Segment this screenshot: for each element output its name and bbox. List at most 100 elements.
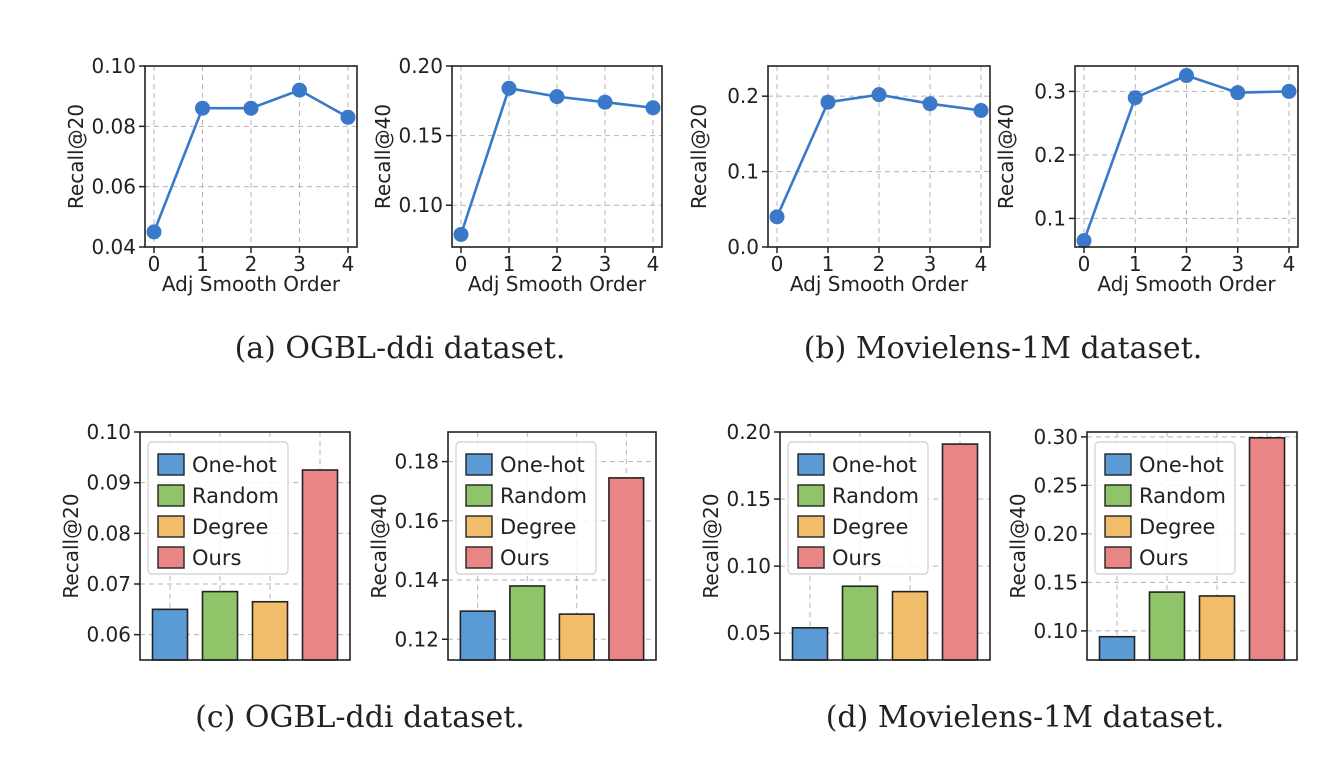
data-point: [146, 224, 162, 240]
y-tick-label: 0.07: [86, 572, 131, 596]
data-point: [645, 100, 661, 116]
x-tick-label: 0: [455, 252, 468, 276]
y-tick-label: 0.20: [398, 54, 443, 78]
plot-frame: [447, 431, 657, 661]
y-axis-label: Recall@20: [64, 104, 88, 209]
y-tick-label: 0.14: [394, 568, 439, 592]
bar-ours: [1248, 437, 1286, 661]
x-tick-label: 2: [245, 252, 258, 276]
bar-one-hot: [791, 627, 829, 661]
legend-label: Random: [192, 484, 279, 508]
x-tick-label: 4: [647, 252, 660, 276]
data-point: [340, 109, 356, 125]
y-tick-label: 0.04: [91, 235, 136, 259]
legend-swatch: [157, 515, 185, 538]
y-tick-label: 0.10: [1033, 619, 1078, 643]
x-axis-label: Adj Smooth Order: [1097, 272, 1276, 296]
data-point: [1230, 85, 1246, 101]
y-axis-label: Recall@40: [367, 493, 391, 598]
legend-label: Ours: [192, 546, 241, 570]
legend-swatch: [465, 484, 493, 507]
data-point: [820, 94, 836, 110]
x-tick-label: 4: [1283, 252, 1296, 276]
y-tick-label: 0.08: [86, 521, 131, 545]
legend-swatch: [1104, 546, 1132, 569]
bar-degree: [1198, 595, 1236, 661]
bar-random: [1148, 591, 1186, 661]
legend-swatch: [465, 546, 493, 569]
y-tick-label: 0.05: [726, 621, 771, 645]
y-tick-label: 0.15: [726, 487, 771, 511]
legend-label: Degree: [500, 515, 576, 539]
y-tick-label: 0.20: [1033, 522, 1078, 546]
data-point: [549, 89, 565, 105]
data-point: [597, 94, 613, 110]
legend-swatch: [465, 453, 493, 476]
y-axis-label: Recall@40: [1006, 493, 1030, 598]
plot-frame: [1086, 431, 1298, 661]
legend-label: Degree: [192, 515, 268, 539]
legend-swatch: [157, 546, 185, 569]
data-point: [769, 209, 785, 225]
legend-swatch: [797, 484, 825, 507]
legend-label: One-hot: [192, 453, 277, 477]
legend-label: Ours: [832, 546, 881, 570]
legend-swatch: [797, 515, 825, 538]
legend-label: Degree: [1139, 515, 1215, 539]
y-tick-label: 0.10: [86, 420, 131, 444]
bar-degree: [558, 613, 595, 661]
y-axis-label: Recall@20: [59, 493, 83, 598]
data-point: [1281, 83, 1297, 99]
line-chart-b-right: 0.1 0.2 0.3 Recall@40 0 1 2 3 4 Adj Smooth Order: [994, 65, 1299, 296]
bar-random: [509, 585, 546, 661]
bar-chart-d-left: 0.05 0.10 0.15 0.20 Recall@20 One-hot Random De…: [699, 420, 991, 661]
bar-degree: [891, 590, 929, 661]
plot-frame: [139, 431, 351, 661]
legend-label: One-hot: [832, 453, 917, 477]
x-tick-label: 3: [599, 252, 612, 276]
legend-label: Random: [1139, 484, 1226, 508]
bar-ours: [941, 443, 979, 661]
legend-label: One-hot: [500, 453, 585, 477]
bar-one-hot: [151, 608, 189, 661]
x-axis-label: Adj Smooth Order: [162, 272, 341, 296]
legend-label: Random: [500, 484, 587, 508]
legend-label: Ours: [500, 546, 549, 570]
x-tick-label: 0: [1078, 252, 1091, 276]
x-tick-label: 3: [293, 252, 306, 276]
y-tick-label: 0.1: [1034, 206, 1066, 230]
legend-swatch: [465, 515, 493, 538]
x-tick-label: 2: [1180, 252, 1193, 276]
data-point: [871, 87, 887, 103]
bar-random: [201, 590, 239, 661]
y-axis-label: Recall@20: [699, 493, 723, 598]
y-tick-label: 0.08: [91, 114, 136, 138]
legend-label: Ours: [1139, 546, 1188, 570]
legend-label: Random: [832, 484, 919, 508]
legend-swatch: [797, 453, 825, 476]
legend-swatch: [1104, 484, 1132, 507]
bar-one-hot: [459, 610, 496, 661]
x-tick-label: 3: [924, 252, 937, 276]
x-axis-label: Adj Smooth Order: [468, 272, 647, 296]
caption-a: (a) OGBL-ddi dataset.: [235, 331, 566, 366]
plot-frame: [779, 431, 991, 661]
data-point: [1179, 68, 1194, 84]
y-axis-label: Recall@40: [371, 104, 395, 209]
legend-swatch: [157, 453, 185, 476]
plot-frame: [767, 65, 991, 248]
y-tick-label: 0.10: [726, 554, 771, 578]
legend-label: One-hot: [1139, 453, 1224, 477]
x-tick-label: 0: [148, 252, 161, 276]
legend-swatch: [797, 546, 825, 569]
bar-ours: [608, 477, 645, 661]
y-tick-label: 0.18: [394, 450, 439, 474]
data-point: [1076, 233, 1092, 249]
y-tick-label: 0.0: [727, 235, 759, 259]
x-tick-label: 4: [975, 252, 988, 276]
y-tick-label: 0.06: [86, 623, 131, 647]
bar-one-hot: [1098, 635, 1136, 661]
data-point: [1127, 90, 1143, 106]
legend-swatch: [157, 484, 185, 507]
